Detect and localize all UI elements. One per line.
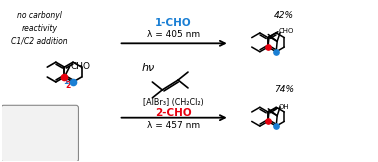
Text: 2-CHO: 2-CHO bbox=[155, 108, 191, 118]
Text: 42%: 42% bbox=[274, 11, 294, 20]
Text: OH: OH bbox=[279, 104, 290, 110]
Text: [AlBr₃] (CH₂Cl₂): [AlBr₃] (CH₂Cl₂) bbox=[143, 98, 203, 107]
Text: CHO: CHO bbox=[70, 62, 90, 71]
Text: 1-CHO: 1-CHO bbox=[155, 17, 191, 28]
Text: 1: 1 bbox=[63, 76, 68, 86]
Text: CHO: CHO bbox=[279, 28, 294, 34]
Text: λ = 457 nm: λ = 457 nm bbox=[147, 121, 200, 130]
FancyBboxPatch shape bbox=[1, 105, 79, 162]
Text: no carbonyl
reactivity
C1/C2 addition: no carbonyl reactivity C1/C2 addition bbox=[11, 12, 68, 46]
Text: 2: 2 bbox=[65, 81, 71, 90]
Text: 74%: 74% bbox=[274, 85, 294, 94]
Text: hν: hν bbox=[142, 63, 155, 73]
Text: λ = 405 nm: λ = 405 nm bbox=[147, 30, 200, 39]
